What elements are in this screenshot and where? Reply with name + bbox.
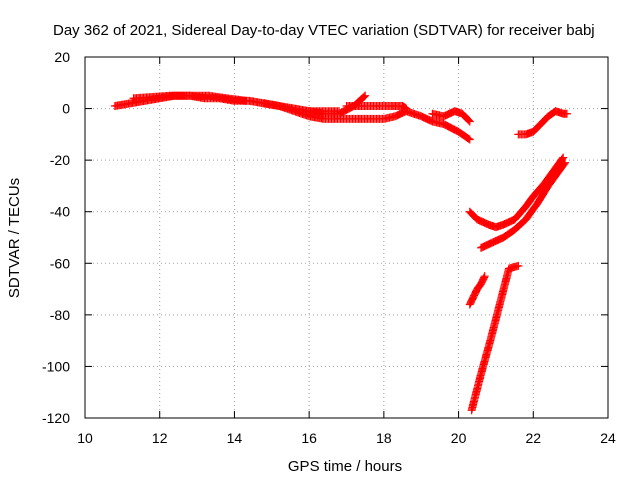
marker-run: [522, 193, 537, 210]
series-7: [428, 107, 474, 126]
data-point: [402, 104, 411, 113]
marker-run: [440, 120, 462, 136]
marker-run: [522, 201, 541, 223]
y-axis-label: SDTVAR / TECUs: [6, 178, 23, 298]
marker-run: [455, 128, 473, 143]
series-11: [467, 261, 523, 415]
marker-run: [545, 167, 563, 189]
x-tick-label: 16: [301, 430, 317, 446]
x-axis-label: GPS time / hours: [288, 458, 402, 475]
marker-run: [466, 294, 477, 308]
marker-run: [511, 203, 529, 223]
marker-run: [556, 159, 569, 174]
data-point: [241, 96, 250, 105]
marker-run: [496, 265, 513, 308]
x-tick-label: 22: [525, 430, 541, 446]
marker-run: [459, 110, 473, 125]
series-4: [260, 99, 474, 144]
y-tick-label: -60: [50, 255, 70, 271]
x-tick-label: 10: [77, 430, 93, 446]
series-2: [129, 91, 250, 105]
marker-run: [477, 338, 494, 377]
series-9: [476, 158, 570, 252]
series-8: [465, 153, 568, 232]
data-point: [514, 261, 523, 270]
x-tick-label: 18: [376, 430, 392, 446]
marker-run: [474, 216, 492, 228]
y-tick-label: 0: [62, 101, 70, 117]
chart-title: Day 362 of 2021, Sidereal Day-to-day VTE…: [53, 22, 595, 39]
marker-run: [530, 121, 544, 135]
marker-run: [399, 102, 410, 112]
marker-run: [533, 183, 552, 207]
x-tick-label: 20: [451, 430, 467, 446]
y-tick-label: -20: [50, 152, 70, 168]
marker-run: [537, 113, 552, 128]
marker-run: [291, 107, 312, 120]
x-tick-label: 12: [152, 430, 168, 446]
marker-run: [403, 107, 424, 120]
marker-run: [486, 302, 504, 344]
marker-run: [470, 286, 481, 300]
data-point: [465, 117, 474, 126]
marker-run: [276, 102, 297, 115]
y-tick-label: -120: [42, 410, 70, 426]
data-point: [480, 272, 489, 281]
marker-run: [552, 154, 567, 171]
data-marks: [110, 91, 571, 415]
x-tick-label: 24: [600, 430, 616, 446]
x-tick-label: 14: [227, 430, 243, 446]
y-tick-label: -40: [50, 204, 70, 220]
marker-run: [468, 371, 485, 413]
data-point: [559, 153, 568, 162]
x-ticks: 10 12 14 16 18 20 22 24: [77, 57, 616, 446]
y-ticks: 20 0 -20 -40 -60 -80 -100 -120: [42, 49, 608, 426]
data-point: [561, 158, 570, 167]
marker-run: [541, 165, 559, 187]
data-point: [465, 135, 474, 144]
plot-frame: [84, 56, 609, 419]
data-point: [361, 91, 370, 100]
series-12: [514, 107, 571, 139]
marker-run: [511, 216, 529, 233]
y-tick-label: -80: [50, 307, 70, 323]
marker-run: [466, 208, 481, 223]
data-point: [562, 109, 571, 118]
y-tick-label: -100: [42, 358, 70, 374]
y-tick-label: 20: [54, 49, 70, 65]
marker-run: [530, 180, 548, 200]
marker-run: [500, 226, 518, 241]
series-6: [342, 101, 411, 113]
marker-run: [477, 273, 489, 287]
marker-run: [474, 280, 485, 292]
series-10: [465, 272, 489, 309]
